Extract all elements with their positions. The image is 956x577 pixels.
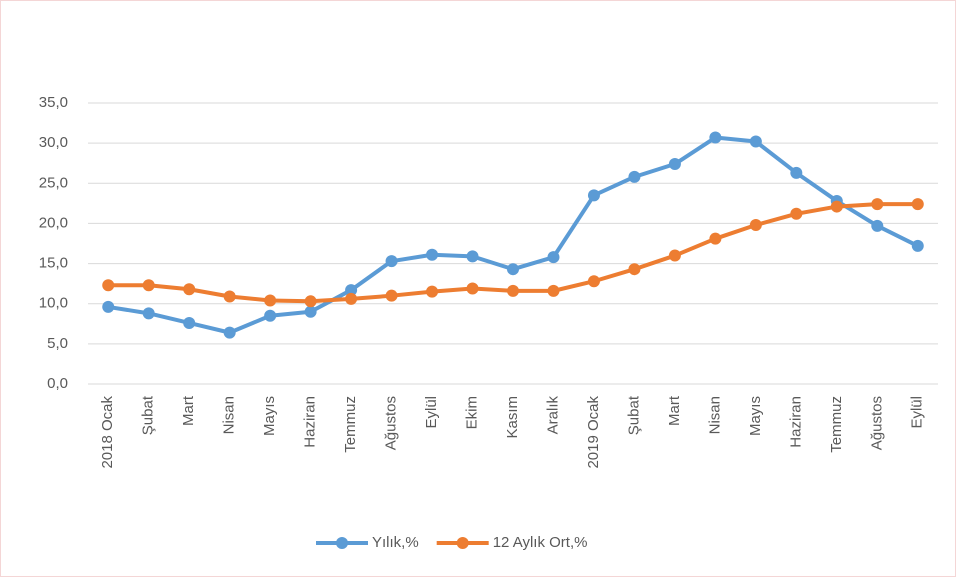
x-tick-label: Mart [180,395,197,426]
x-tick-label: Haziran [302,396,319,448]
x-tick-label: Şubat [625,395,642,435]
data-point [749,219,762,232]
legend-marker [336,537,348,549]
data-point [304,295,317,308]
data-point [709,232,722,245]
data-point [466,250,479,263]
y-tick-label: 20,0 [39,214,68,231]
x-tick-label: Mayıs [747,396,764,436]
data-point [385,289,398,302]
x-tick-label: Ağustos [383,396,400,450]
x-tick-label: Haziran [787,396,804,448]
data-point [304,305,317,318]
x-tick-label: Aralık [544,396,561,435]
x-tick-label: Mayıs [261,396,278,436]
data-point [871,219,884,232]
data-point [790,207,803,220]
data-point [749,135,762,148]
x-tick-label: Eylül [909,396,926,429]
data-point [547,251,560,264]
x-tick-label: 2018 Ocak [99,396,116,469]
data-point [264,294,277,307]
data-point [507,284,519,297]
data-point [628,263,641,276]
data-point [871,198,884,211]
x-tick-label: Temmuz [342,396,359,453]
data-point [264,309,277,322]
legend-label: Yılık,% [372,534,419,551]
x-tick-label: Mart [666,395,683,426]
data-point [587,275,600,288]
y-tick-label: 25,0 [39,174,68,191]
data-point [426,285,439,298]
y-tick-label: 10,0 [39,295,68,312]
x-tick-label: Ekim [463,396,480,429]
data-point [385,255,398,268]
data-point [911,239,924,252]
y-tick-label: 30,0 [39,134,68,151]
x-tick-label: Nisan [221,396,238,434]
x-tick-label: Eylül [423,396,440,429]
data-point [628,170,641,183]
y-tick-label: 5,0 [47,335,68,352]
data-point [102,279,115,292]
y-tick-label: 0,0 [47,375,68,392]
legend-marker [456,537,469,549]
data-point [102,300,115,313]
data-point [911,198,924,211]
y-tick-label: 35,0 [39,94,68,111]
data-point [587,189,600,202]
x-tick-label: Temmuz [828,396,845,453]
data-point [790,166,803,179]
data-point [709,131,722,144]
data-point [668,249,681,262]
data-point [507,263,519,276]
data-point [183,316,196,329]
data-point [426,248,439,261]
x-tick-label: Kasım [504,396,521,439]
y-tick-label: 15,0 [39,255,68,272]
data-point [547,284,560,297]
data-point [223,290,236,303]
x-tick-label: Ağustos [868,396,885,450]
data-point [345,284,358,297]
x-tick-label: 2019 Ocak [585,396,602,469]
data-point [142,279,155,292]
data-point [466,282,479,295]
data-point [830,200,843,213]
x-tick-label: Şubat [140,395,157,435]
x-tick-label: Nisan [706,396,723,434]
data-point [223,326,236,339]
data-point [668,158,681,171]
legend-label: 12 Aylık Ort,% [493,534,588,551]
data-point [345,292,358,305]
data-point [183,283,196,296]
data-point [142,307,155,320]
